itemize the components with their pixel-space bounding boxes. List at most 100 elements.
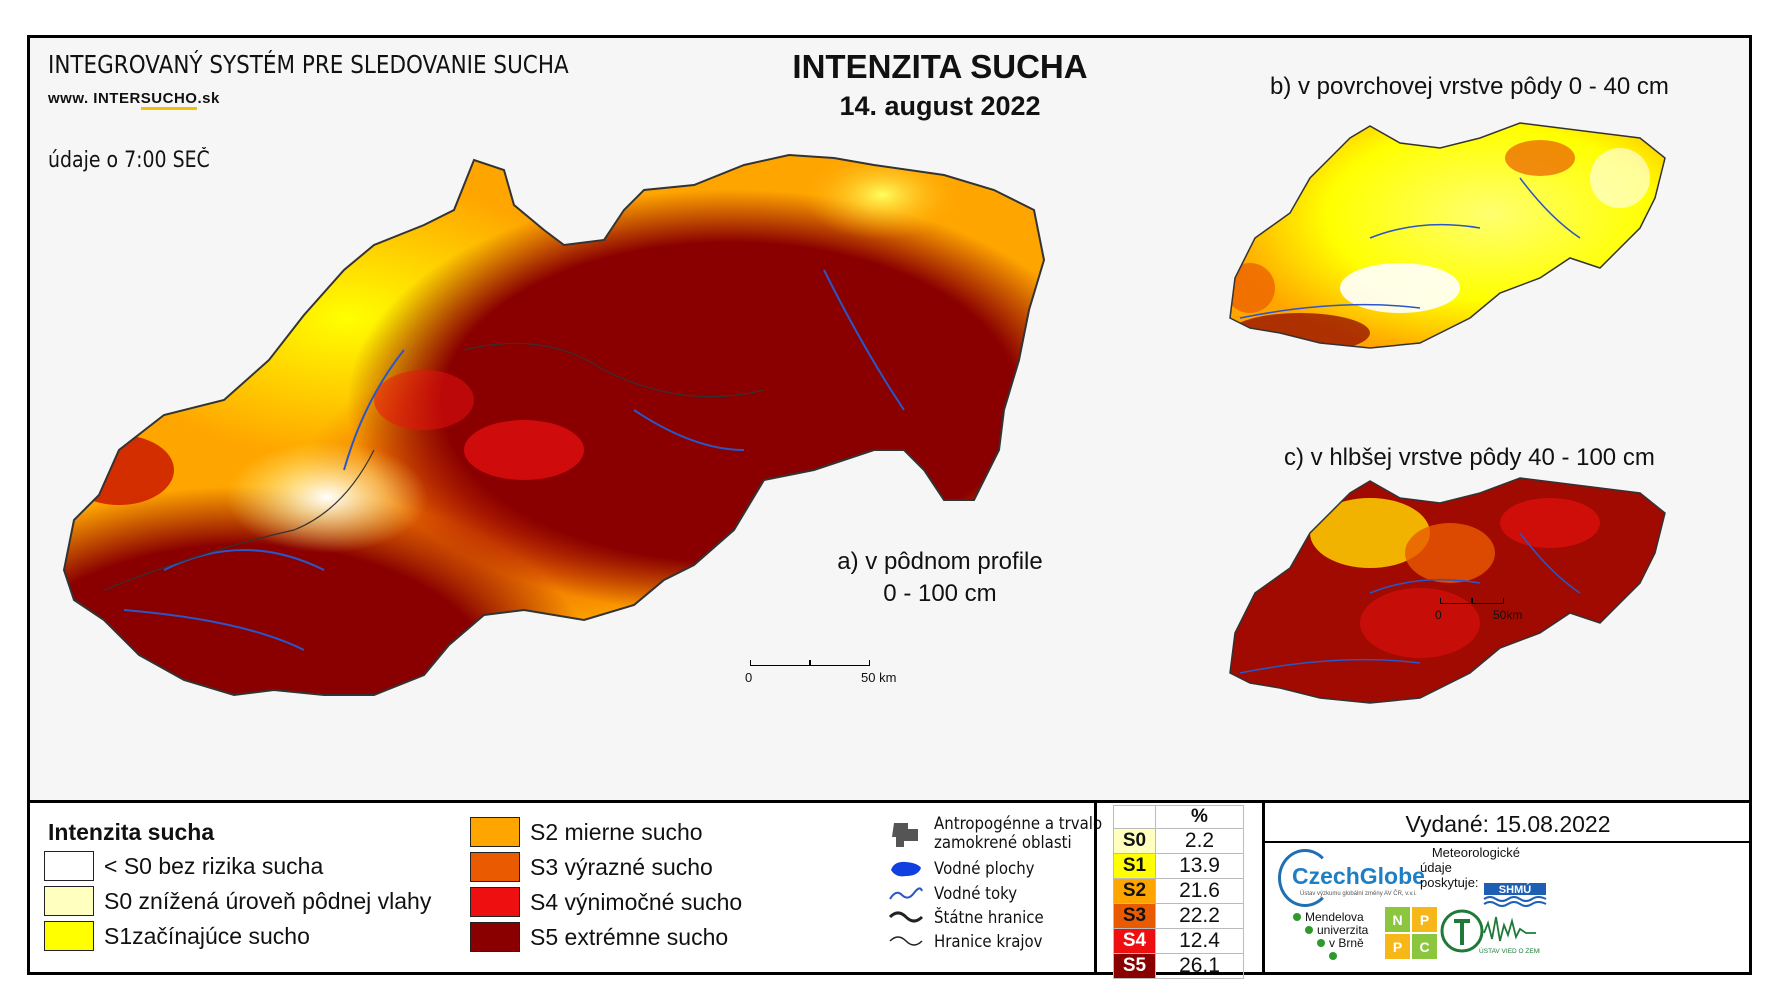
npc-letter: P [1412,907,1437,932]
legend-label: < S0 bez rizika sucha [104,852,324,879]
class-cell: S5 [1113,953,1156,979]
water-body-icon [891,861,921,877]
dot-icon [1305,926,1313,934]
legend-swatch [44,851,94,881]
top-inset-map [1229,122,1666,349]
class-cell: S4 [1113,928,1156,954]
mendel-line2: univerzita [1317,923,1369,937]
inset-scale-start: 0 [1435,608,1442,622]
class-cell: S1 [1113,853,1156,879]
uvz-name: ÚSTAV VIED O ZEMI [1479,946,1540,955]
inset-scale-end: 50km [1493,608,1523,622]
legend-label: S3 výrazné sucho [530,853,713,880]
legend-item-s0: S0 znížená úroveň pôdnej vlahy [44,885,431,917]
symbol-label: Hranice krajov [934,931,1043,952]
state-border-icon [888,911,924,923]
website-prefix: www. INTER [48,90,141,107]
czechglobe-ring-icon [1278,849,1332,907]
bottom-inset-label: c) v hlbšej vrstve pôdy 40 - 100 cm [1284,444,1655,471]
website-link[interactable]: www. INTERSUCHO.sk [48,90,220,110]
dot-icon [1329,952,1337,960]
main-map-label-line2: 0 - 100 cm [883,580,997,607]
legend-label: S5 extrémne sucho [530,923,729,950]
legend-item-s3: S3 výrazné sucho [470,851,713,883]
symbol-label-2: zamokrené oblasti [934,833,1072,853]
symbol-state-border: Štátne hranice [888,907,1059,929]
value-cell: 12.4 [1155,928,1244,954]
svg-text:SHMÚ: SHMÚ [1499,883,1531,896]
system-title: INTEGROVANÝ SYSTÉM PRE SLEDOVANIE SUCHA [48,50,569,79]
class-cell: S3 [1113,903,1156,929]
symbol-anthropogenic: Antropogénne a trvalo zamokrené oblasti [888,815,1125,853]
scale-start: 0 [745,670,753,685]
website-suffix: .sk [197,90,220,107]
meteo-line1: Meteorologické [1431,845,1520,860]
main-drought-map [63,154,1045,696]
main-map-scale: 0 50 km [745,660,896,686]
meteo-provider-text: Meteorologické údaje poskytuje: [1420,845,1530,890]
inset-scale: 0 50km [1435,598,1525,624]
class-cell: S2 [1113,878,1156,904]
legend-swatch [470,887,520,917]
divider [1262,803,1265,975]
npc-letter: P [1385,934,1410,959]
legend-swatch [470,817,520,847]
main-map-label-line1: a) v pôdnom profile [837,548,1043,575]
legend-item-s1: S1začínajúce sucho [44,920,310,952]
mendel-university-logo: Mendelova univerzita v Brně [1293,911,1368,963]
issued-date: Vydané: 15.08.2022 [1405,811,1611,837]
symbol-label: Štátne hranice [934,907,1044,928]
meteo-line2: údaje [1420,860,1452,875]
npc-logo: N P P C [1385,907,1437,959]
value-cell: 2.2 [1155,828,1244,854]
table-row: S2 21.6 [1113,878,1244,904]
legend-swatch [44,886,94,916]
shmu-logo-icon: SHMÚ [1483,883,1547,907]
earth-science-institute-logo: ÚSTAV VIED O ZEMI [1440,909,1540,955]
mendel-line1: Mendelova [1305,910,1364,924]
map-title: INTENZITA SUCHA [792,48,1088,85]
legend-label: S4 výnimočné sucho [530,888,743,915]
table-row: S0 2.2 [1113,828,1244,854]
npc-letter: C [1412,934,1437,959]
value-cell: 21.6 [1155,878,1244,904]
value-cell: 22.2 [1155,903,1244,929]
value-cell: 26.1 [1155,953,1244,979]
symbol-river: Vodné toky [888,883,1029,905]
issued-underline [1265,841,1749,843]
legend-label: S1začínajúce sucho [104,922,310,949]
top-inset-label: b) v povrchovej vrstve pôdy 0 - 40 cm [1270,73,1669,100]
percent-header: % [1155,805,1244,829]
map-area: INTEGROVANÝ SYSTÉM PRE SLEDOVANIE SUCHA … [30,38,1749,800]
legend-swatch [44,921,94,951]
class-cell: S0 [1113,828,1156,854]
legend-swatch [470,922,520,952]
data-time: údaje o 7:00 SEČ [48,148,210,173]
table-row: S4 12.4 [1113,928,1244,954]
symbol-label: Vodné toky [934,883,1018,904]
npc-letter: N [1385,907,1410,932]
percent-table: % S0 2.2 S1 13.9 S2 21.6 S3 22.2 S4 12.4 S5 26… [1113,805,1244,979]
czechglobe-subtitle: Ústav výzkumu globální změny AV ČR, v.v.… [1300,891,1417,897]
divider [1094,803,1097,975]
bottom-inset-map [1229,477,1666,704]
legend-item-s4: S4 výnimočné sucho [470,886,742,918]
czechglobe-logo: CzechGlobe Ústav výzkumu globální změny … [1278,849,1428,909]
dot-icon [1317,939,1325,947]
grey-patch-icon [892,823,918,847]
value-cell: 13.9 [1155,853,1244,879]
legend-item-s5: S5 extrémne sucho [470,921,728,953]
legend-label: S2 mierne sucho [530,818,703,845]
symbol-label: Vodné plochy [934,858,1035,879]
legend-swatch [470,852,520,882]
legend-title: Intenzita sucha [48,819,215,845]
table-row: S5 26.1 [1113,953,1244,979]
scale-end: 50 km [861,670,897,685]
symbol-label: Antropogénne a trvalo [934,814,1103,834]
map-date: 14. august 2022 [839,91,1041,121]
symbol-water-body: Vodné plochy [888,858,1048,880]
czechglobe-name: CzechGlobe [1292,863,1425,889]
dot-icon [1293,913,1301,921]
table-row: S3 22.2 [1113,903,1244,929]
legend-panel: Intenzita sucha < S0 bez rizika sucha S0… [30,800,1749,979]
